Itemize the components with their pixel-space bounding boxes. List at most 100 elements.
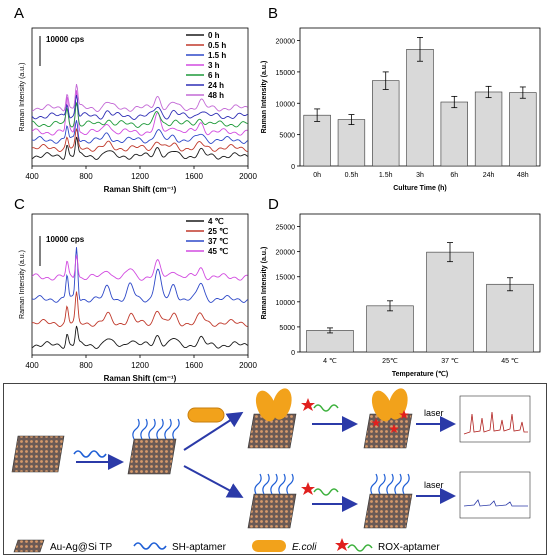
legend-label: 37 ℃: [208, 237, 228, 246]
y-tick-label: 20000: [276, 250, 296, 257]
series-line: [31, 255, 248, 281]
legend-label-rox-aptamer: ROX-aptamer: [378, 542, 440, 553]
bar: [366, 305, 414, 353]
legend-label: 48 h: [208, 91, 224, 100]
category-label: 6h: [450, 172, 458, 179]
y-tick-label: 5000: [279, 325, 295, 332]
rox-star-cluster: [371, 410, 409, 433]
x-tick-label: 2000: [239, 172, 257, 181]
y-axis-label: Raman Intensity (a.u.): [19, 250, 26, 319]
legend-label: 24 h: [208, 81, 224, 90]
inset-spectrum-lower-line: [463, 499, 528, 507]
legend-label: 25 ℃: [208, 227, 228, 236]
series-line: [31, 120, 248, 144]
category-label: 0h: [313, 172, 321, 179]
series-line: [31, 136, 248, 160]
series-line: [31, 325, 248, 349]
y-tick-label: 0: [291, 164, 295, 171]
category-label: 48h: [517, 172, 529, 179]
legend-chip-icon: [13, 539, 45, 553]
y-axis-label: Raman Intensity (a.u.): [261, 247, 268, 320]
legend-label-ecoli: E.coli: [292, 542, 317, 553]
category-label: 0.5h: [345, 172, 359, 179]
laser-label-upper: laser: [424, 408, 444, 418]
y-tick-label: 10000: [276, 101, 296, 108]
ecoli-captured-1: [255, 390, 277, 422]
legend-sh-aptamer-icon: [133, 542, 167, 550]
plot-frame: [299, 27, 541, 167]
series-line: [31, 291, 248, 327]
y-tick-label: 0: [291, 350, 295, 357]
legend-rox-aptamer-icon: [347, 544, 373, 552]
x-axis-label: Raman Shift (cm⁻¹): [104, 374, 177, 383]
panel-letter-a: A: [14, 5, 25, 22]
category-label: 24h: [483, 172, 495, 179]
bar: [474, 91, 503, 167]
category-label: 37 ℃: [441, 358, 459, 365]
plot-frame: [31, 213, 249, 356]
legend-label: 6 h: [208, 71, 220, 80]
substrate-chip-2: [127, 438, 177, 475]
aptamer-cluster-1: [132, 418, 180, 440]
inset-spectrum-upper-frame: [459, 395, 531, 443]
series-line: [31, 247, 248, 303]
rox-aptamer-wave-1: [313, 404, 339, 412]
legend-label-chip: Au-Ag@Si TP: [50, 542, 113, 553]
substrate-chip-1: [11, 435, 65, 473]
series-line: [31, 90, 248, 136]
inset-spectrum-lower-frame: [459, 471, 531, 519]
ecoli-captured-3: [371, 390, 393, 422]
legend-label: 0.5 h: [208, 41, 226, 50]
series-line: [31, 95, 248, 120]
x-tick-label: 800: [79, 172, 93, 181]
bar: [440, 101, 468, 167]
y-axis-label: Raman Intensity (a.u.): [261, 61, 268, 134]
x-axis-label: Raman Shift (cm⁻¹): [104, 185, 177, 194]
bar: [337, 119, 366, 167]
x-axis-label: Culture Time (h): [393, 185, 447, 192]
x-tick-label: 400: [25, 172, 39, 181]
x-tick-label: 1600: [185, 172, 203, 181]
schematic-panel: laser laser Au-Ag@Si TP: [3, 383, 547, 555]
bar: [509, 92, 537, 167]
scalebar-label: 10000 cps: [46, 235, 85, 244]
bar: [486, 283, 534, 353]
category-label: 45 ℃: [501, 358, 519, 365]
y-tick-label: 15000: [276, 70, 296, 77]
series-line: [31, 84, 248, 112]
x-tick-label: 1200: [131, 172, 149, 181]
bar: [306, 330, 354, 353]
schematic-svg: laser laser Au-Ag@Si TP: [11, 388, 531, 553]
legend-label: 0 h: [208, 31, 220, 40]
legend-label: 1.5 h: [208, 51, 226, 60]
bar: [426, 251, 474, 353]
ecoli-bacterium-1: [187, 407, 225, 423]
x-axis-label: Temperature (℃): [392, 370, 448, 378]
series-line: [31, 128, 248, 152]
category-label: 25℃: [382, 358, 398, 365]
y-tick-label: 5000: [279, 133, 295, 140]
y-tick-label: 15000: [276, 275, 296, 282]
bar: [303, 114, 331, 167]
x-tick-label: 2000: [239, 361, 257, 370]
inset-spectrum-upper-line: [463, 411, 528, 435]
legend-ecoli-icon: [252, 540, 286, 552]
rox-aptamer-wave-2: [313, 488, 339, 496]
y-axis-label: Raman Intensity (a.u.): [19, 63, 26, 132]
panel-letter-c: C: [14, 196, 25, 213]
legend-label: 45 ℃: [208, 247, 228, 256]
legend-label: 4 ℃: [208, 217, 224, 226]
series-line: [31, 102, 248, 128]
aptamer-cluster-3: [370, 473, 410, 495]
panel-letter-d: D: [268, 196, 279, 213]
bar: [406, 49, 434, 167]
legend-label-sh-aptamer: SH-aptamer: [172, 542, 227, 553]
x-tick-label: 1600: [185, 361, 203, 370]
x-tick-label: 400: [25, 361, 39, 370]
ecoli-captured-4: [388, 388, 408, 420]
star-icon: [301, 482, 315, 495]
arrow-down: [183, 465, 244, 498]
category-label: 4 ℃: [323, 358, 337, 365]
x-tick-label: 800: [79, 361, 93, 370]
legend-label: 3 h: [208, 61, 220, 70]
